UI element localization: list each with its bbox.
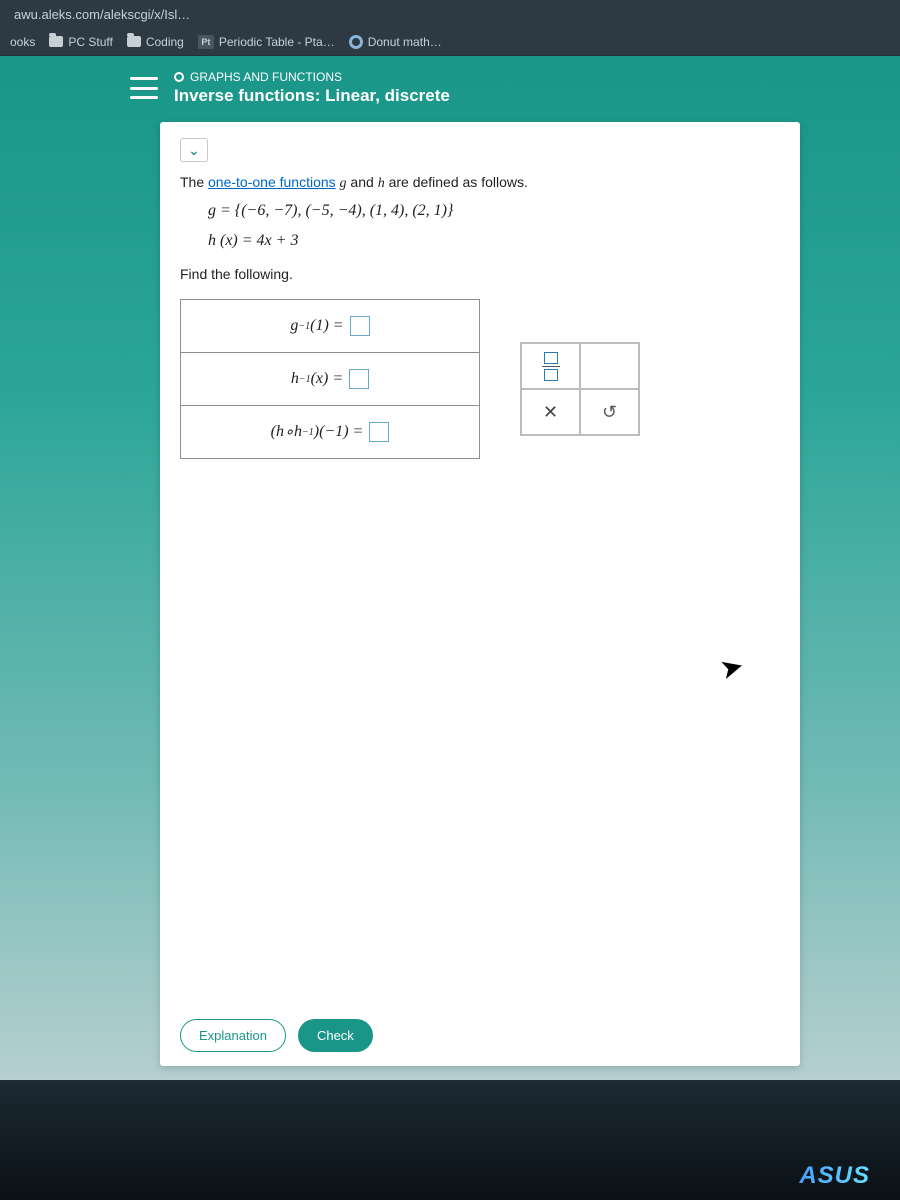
left-gutter (0, 56, 120, 1080)
donut-icon (349, 35, 363, 49)
row3-h: h (276, 423, 284, 441)
browser-url-text: awu.aleks.com/alekscgi/x/Isl… (14, 7, 190, 22)
answer-row-1[interactable]: g−1(1) = (181, 300, 479, 353)
intro-and: and (347, 174, 378, 190)
chevron-down-icon: ⌄ (188, 142, 200, 159)
answer-row-2[interactable]: h−1(x) = (181, 353, 479, 406)
content-column: GRAPHS AND FUNCTIONS Inverse functions: … (120, 56, 840, 1080)
bookmark-pc-stuff-label: PC Stuff (68, 35, 112, 49)
collapse-button[interactable]: ⌄ (180, 138, 208, 162)
fraction-icon (542, 352, 560, 381)
row2-h: h (291, 370, 299, 388)
bookmark-coding[interactable]: Coding (127, 35, 184, 49)
row3-h2: h (294, 423, 302, 441)
topic-title: Inverse functions: Linear, discrete (174, 86, 450, 106)
hamburger-menu-icon[interactable] (130, 77, 158, 99)
answer-input-1[interactable] (350, 316, 370, 336)
folder-icon (127, 36, 141, 47)
monitor-brand: ASUS (799, 1162, 870, 1190)
answer-table: g−1(1) = h−1(x) = (h ∘ h−1)(−1) = (180, 299, 480, 459)
app-area: GRAPHS AND FUNCTIONS Inverse functions: … (0, 56, 900, 1080)
folder-icon (49, 36, 63, 47)
reset-icon: ↺ (602, 402, 617, 423)
problem-intro: The one-to-one functions g and h are def… (180, 172, 780, 194)
palette-clear-button[interactable]: ✕ (521, 389, 580, 435)
answer-row-3[interactable]: (h ∘ h−1)(−1) = (181, 406, 479, 458)
bookmark-books-label: ooks (10, 35, 35, 49)
browser-url-bar: awu.aleks.com/alekscgi/x/Isl… (0, 0, 900, 28)
row1-sup: −1 (298, 321, 310, 332)
row1-g: g (290, 317, 298, 335)
palette-empty-cell (580, 343, 639, 389)
explanation-button[interactable]: Explanation (180, 1019, 286, 1052)
bookmark-donut[interactable]: Donut math… (349, 35, 442, 49)
intro-pre: The (180, 174, 208, 190)
category-dot-icon (174, 72, 184, 82)
topic-titles: GRAPHS AND FUNCTIONS Inverse functions: … (174, 70, 450, 106)
monitor-bezel: ASUS (0, 1080, 900, 1200)
g-definition: g = {(−6, −7), (−5, −4), (1, 4), (2, 1)} (208, 202, 780, 220)
answer-input-3[interactable] (369, 422, 389, 442)
topic-category-label: GRAPHS AND FUNCTIONS (190, 70, 342, 84)
topic-category: GRAPHS AND FUNCTIONS (174, 70, 450, 84)
math-palette: ✕ ↺ (520, 342, 640, 436)
intro-g: g (340, 176, 347, 191)
intro-h: h (378, 176, 385, 191)
row1-arg: (1) = (310, 317, 343, 335)
row3-arg: (−1) = (319, 423, 363, 441)
topic-header: GRAPHS AND FUNCTIONS Inverse functions: … (120, 56, 840, 116)
times-icon: ✕ (543, 402, 558, 423)
find-text: Find the following. (180, 264, 780, 285)
intro-post: are defined as follows. (385, 174, 528, 190)
bookmark-donut-label: Donut math… (368, 35, 442, 49)
h-definition: h (x) = 4x + 3 (208, 232, 780, 250)
row2-arg: (x) = (311, 370, 344, 388)
pt-icon: Pt (198, 35, 214, 49)
bookmark-books[interactable]: ooks (10, 35, 35, 49)
palette-reset-button[interactable]: ↺ (580, 389, 639, 435)
palette-fraction-button[interactable] (521, 343, 580, 389)
bookmark-pc-stuff[interactable]: PC Stuff (49, 35, 112, 49)
bookmark-periodic-table-label: Periodic Table - Pta… (219, 35, 335, 49)
row2-sup: −1 (299, 374, 311, 385)
one-to-one-link[interactable]: one-to-one functions (208, 174, 336, 190)
worksheet-footer: Explanation Check (180, 1009, 780, 1052)
row3-sup: −1 (302, 427, 314, 438)
row3-circ: ∘ (284, 422, 294, 442)
worksheet-card: ⌄ The one-to-one functions g and h are d… (160, 122, 800, 1066)
bookmark-periodic-table[interactable]: Pt Periodic Table - Pta… (198, 35, 335, 49)
check-button[interactable]: Check (298, 1019, 373, 1052)
bookmarks-bar: ooks PC Stuff Coding Pt Periodic Table -… (0, 28, 900, 56)
answer-input-2[interactable] (349, 369, 369, 389)
bookmark-coding-label: Coding (146, 35, 184, 49)
